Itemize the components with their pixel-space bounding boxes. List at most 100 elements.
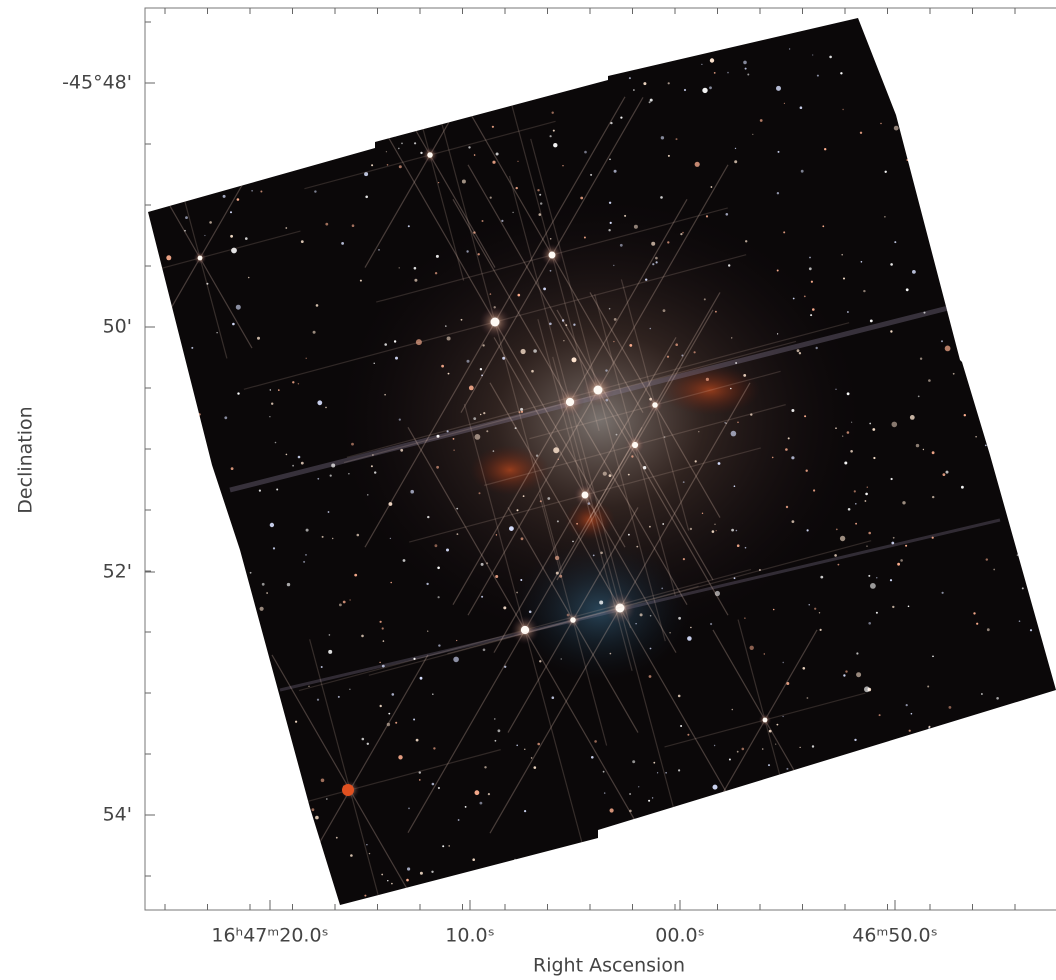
star xyxy=(453,450,454,451)
star xyxy=(981,693,983,695)
star xyxy=(788,437,790,439)
star xyxy=(351,443,354,446)
star xyxy=(453,438,455,440)
star xyxy=(890,579,892,581)
star xyxy=(540,202,542,204)
star xyxy=(809,604,810,605)
star xyxy=(856,672,861,677)
star xyxy=(737,544,740,547)
star xyxy=(517,509,519,511)
star xyxy=(620,244,623,247)
star xyxy=(447,337,451,341)
star xyxy=(494,718,495,719)
star xyxy=(986,558,988,560)
star xyxy=(745,547,747,549)
bright-star xyxy=(570,617,576,623)
star xyxy=(466,250,468,252)
star xyxy=(660,196,663,199)
star xyxy=(537,189,539,191)
star xyxy=(628,534,630,536)
star xyxy=(786,768,788,770)
star xyxy=(1030,629,1032,631)
star xyxy=(742,748,745,751)
star xyxy=(735,148,736,149)
star xyxy=(817,75,819,77)
star xyxy=(706,378,709,381)
star xyxy=(303,561,305,563)
star xyxy=(407,867,410,870)
star xyxy=(468,146,470,148)
star xyxy=(657,772,658,773)
star xyxy=(910,415,915,420)
star xyxy=(456,508,458,510)
star xyxy=(590,174,592,176)
star xyxy=(684,89,686,91)
star xyxy=(807,697,809,699)
star xyxy=(292,381,294,383)
star xyxy=(649,526,651,528)
star xyxy=(531,370,534,373)
star xyxy=(438,182,439,183)
star xyxy=(501,220,503,222)
star xyxy=(822,225,824,227)
star xyxy=(431,871,433,873)
star xyxy=(435,544,438,547)
star xyxy=(650,99,653,102)
star xyxy=(366,844,367,845)
star xyxy=(687,636,692,641)
star xyxy=(437,567,440,570)
star xyxy=(382,627,384,629)
star xyxy=(580,197,583,200)
star xyxy=(374,471,376,473)
star xyxy=(760,119,763,122)
star xyxy=(343,601,346,604)
star xyxy=(524,810,526,812)
star xyxy=(928,379,931,382)
star xyxy=(636,546,638,548)
star xyxy=(496,534,497,535)
star xyxy=(706,215,708,217)
star xyxy=(367,743,369,745)
star xyxy=(474,154,476,156)
star xyxy=(633,89,635,91)
star xyxy=(496,153,499,156)
star xyxy=(561,658,562,659)
star xyxy=(694,351,696,353)
star xyxy=(550,270,552,272)
star xyxy=(461,319,463,321)
star xyxy=(498,729,501,732)
star xyxy=(860,132,862,134)
star xyxy=(661,588,663,590)
star xyxy=(814,608,816,610)
star xyxy=(495,575,498,578)
star xyxy=(517,161,518,162)
star xyxy=(408,225,410,227)
star xyxy=(804,415,806,417)
star xyxy=(876,612,878,614)
star xyxy=(166,255,171,260)
star xyxy=(851,422,852,423)
star xyxy=(783,662,784,663)
star xyxy=(714,524,715,525)
star xyxy=(667,356,669,358)
star xyxy=(614,318,617,321)
star xyxy=(789,48,790,49)
star xyxy=(665,772,667,774)
star xyxy=(599,601,603,605)
star xyxy=(662,523,664,525)
star xyxy=(480,368,482,370)
star xyxy=(534,766,537,769)
star xyxy=(387,164,389,166)
y-tick-label: 54' xyxy=(103,804,132,826)
star xyxy=(395,722,397,724)
star xyxy=(316,304,319,307)
star xyxy=(894,241,896,243)
star xyxy=(603,472,607,476)
star xyxy=(271,403,273,405)
star xyxy=(539,194,541,196)
star xyxy=(273,547,275,549)
star xyxy=(591,756,594,759)
star xyxy=(445,325,447,327)
star xyxy=(777,333,778,334)
star xyxy=(668,155,670,157)
